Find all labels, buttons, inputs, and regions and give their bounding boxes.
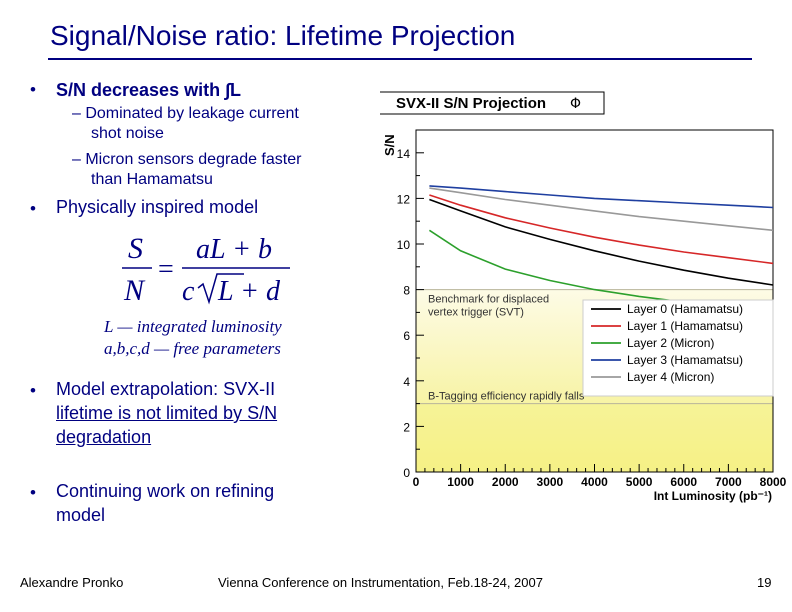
y-tick-label: 4 bbox=[403, 375, 410, 389]
y-tick-label: 14 bbox=[397, 147, 411, 161]
sqrt-symbol bbox=[197, 273, 244, 305]
legend-entry: Layer 4 (Micron) bbox=[627, 370, 714, 384]
legend-box bbox=[582, 299, 774, 397]
bullet-marker: • bbox=[30, 483, 36, 502]
legend-entry: Layer 2 (Micron) bbox=[627, 336, 714, 350]
y-axis-label: S/N bbox=[382, 134, 397, 156]
series-line-0 bbox=[429, 198, 774, 286]
parameter-definitions: L — integrated luminosity a,b,c,d — free… bbox=[104, 316, 282, 360]
y-tick-label: 6 bbox=[403, 329, 410, 343]
chart-title-symbol: Φ bbox=[570, 96, 581, 112]
definition-abcd: a,b,c,d — free parameters bbox=[104, 339, 281, 358]
btag-label: B-Tagging efficiency rapidly falls bbox=[428, 391, 585, 403]
x-tick-label: 7000 bbox=[715, 475, 742, 489]
x-tick-label: 5000 bbox=[626, 475, 653, 489]
x-tick-label: 3000 bbox=[537, 475, 564, 489]
x-tick-label: 1000 bbox=[447, 475, 474, 489]
bullet-continuing-1: Continuing work on refining bbox=[56, 481, 275, 501]
formula-denominator: L + d bbox=[217, 276, 281, 307]
sn-projection-chart: SVX-II S/N Projection Φ S/N Benchmark fo… bbox=[380, 91, 787, 503]
sub-bullet-leakage-1: – Dominated by leakage current bbox=[72, 105, 299, 122]
page-title: Signal/Noise ratio: Lifetime Projection bbox=[50, 20, 516, 51]
y-tick-label: 0 bbox=[403, 466, 410, 480]
x-axis-label: Int Luminosity (pb⁻¹) bbox=[654, 489, 772, 503]
x-tick-label: 8000 bbox=[760, 475, 787, 489]
footer-author: Alexandre Pronko bbox=[20, 575, 124, 590]
legend-entry: Layer 0 (Hamamatsu) bbox=[627, 302, 743, 316]
bullet-extrapolation-1: Model extrapolation: SVX-II bbox=[56, 379, 276, 399]
x-tick-label: 4000 bbox=[581, 475, 608, 489]
chart-title: SVX-II S/N Projection bbox=[396, 95, 546, 112]
title-underline bbox=[48, 58, 752, 60]
bullet-marker: • bbox=[30, 199, 36, 218]
svt-label-line1: Benchmark for displaced bbox=[428, 294, 549, 306]
formula-equals: = bbox=[158, 254, 174, 285]
series-line-1 bbox=[429, 194, 774, 265]
bullet-extrapolation-2: lifetime is not limited by S/N bbox=[56, 403, 278, 423]
definition-l: L — integrated luminosity bbox=[104, 317, 282, 336]
series-line-4 bbox=[429, 187, 774, 232]
legend-entry: Layer 1 (Hamamatsu) bbox=[627, 319, 743, 333]
formula-c: c bbox=[182, 276, 195, 307]
formula-n: N bbox=[123, 274, 146, 307]
svt-label-line2: vertex trigger (SVT) bbox=[428, 307, 524, 319]
bullet-physical-model: Physically inspired model bbox=[56, 197, 259, 217]
bullet-marker: • bbox=[30, 381, 36, 400]
formula-numerator: aL + b bbox=[196, 234, 272, 265]
y-tick-label: 2 bbox=[403, 420, 410, 434]
series-line-3 bbox=[429, 185, 774, 209]
x-tick-label: 2000 bbox=[492, 475, 519, 489]
legend-entry: Layer 3 (Hamamatsu) bbox=[627, 353, 743, 367]
bullet-marker: • bbox=[30, 80, 36, 99]
sub-bullet-micron-1: – Micron sensors degrade faster bbox=[72, 151, 302, 168]
y-tick-label: 12 bbox=[397, 192, 411, 206]
bullet-extrapolation-3: degradation bbox=[56, 427, 152, 447]
chart-title-box bbox=[380, 91, 605, 115]
y-tick-label: 8 bbox=[403, 284, 410, 298]
sn-formula: S N = aL + b c L + d bbox=[122, 232, 290, 307]
footer-conference: Vienna Conference on Instrumentation, Fe… bbox=[218, 575, 543, 590]
x-tick-label: 6000 bbox=[670, 475, 697, 489]
sub-bullet-leakage-2: shot noise bbox=[91, 125, 164, 142]
sub-bullet-micron-2: than Hamamatsu bbox=[91, 171, 213, 188]
bullet-sn-decreases: S/N decreases with ∫L bbox=[56, 80, 242, 100]
x-tick-label: 0 bbox=[413, 475, 420, 489]
formula-s: S bbox=[128, 232, 143, 265]
page-number: 19 bbox=[757, 575, 772, 590]
bullet-continuing-2: model bbox=[56, 505, 106, 525]
y-tick-label: 10 bbox=[397, 238, 411, 252]
btag-band bbox=[416, 403, 773, 472]
